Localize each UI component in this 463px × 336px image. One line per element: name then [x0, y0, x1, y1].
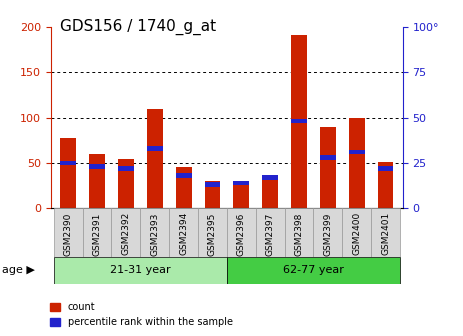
Bar [349, 150, 364, 154]
Text: 62-77 year: 62-77 year [283, 265, 344, 276]
Bar [89, 164, 105, 169]
Text: GSM2390: GSM2390 [64, 212, 73, 256]
Legend: count, percentile rank within the sample: count, percentile rank within the sample [46, 298, 237, 331]
Text: age ▶: age ▶ [2, 265, 35, 276]
Text: GSM2399: GSM2399 [323, 212, 332, 256]
Bar [377, 166, 394, 171]
Bar [118, 159, 134, 208]
Text: GDS156 / 1740_g_at: GDS156 / 1740_g_at [60, 18, 216, 35]
Bar [342, 208, 371, 257]
Bar [349, 118, 364, 208]
Text: GSM2397: GSM2397 [266, 212, 275, 256]
Bar [291, 119, 307, 124]
Bar [377, 162, 394, 208]
Bar [140, 208, 169, 257]
Bar [54, 208, 83, 257]
Text: GSM2392: GSM2392 [121, 212, 131, 255]
Bar [313, 208, 342, 257]
Bar [147, 109, 163, 208]
Text: GSM2398: GSM2398 [294, 212, 303, 256]
Bar [89, 154, 105, 208]
Bar [175, 173, 192, 178]
Text: GSM2401: GSM2401 [381, 212, 390, 255]
Bar [54, 257, 227, 284]
Bar [227, 257, 400, 284]
Bar [118, 166, 134, 171]
Bar [147, 146, 163, 151]
Bar [256, 208, 285, 257]
Bar [371, 208, 400, 257]
Text: GSM2400: GSM2400 [352, 212, 361, 255]
Bar [291, 35, 307, 208]
Bar [233, 181, 249, 185]
Text: 21-31 year: 21-31 year [110, 265, 171, 276]
Bar [285, 208, 313, 257]
Bar [112, 208, 140, 257]
Bar [205, 181, 220, 208]
Bar [233, 181, 249, 208]
Bar [205, 182, 220, 187]
Bar [262, 175, 278, 180]
Text: GSM2395: GSM2395 [208, 212, 217, 256]
Bar [175, 167, 192, 208]
Text: GSM2391: GSM2391 [93, 212, 101, 256]
Text: GSM2394: GSM2394 [179, 212, 188, 255]
Text: GSM2396: GSM2396 [237, 212, 246, 256]
Bar [320, 155, 336, 160]
Text: GSM2393: GSM2393 [150, 212, 159, 256]
Bar [83, 208, 112, 257]
Bar [60, 161, 76, 165]
Bar [227, 208, 256, 257]
Bar [198, 208, 227, 257]
Bar [60, 137, 76, 208]
Bar [262, 177, 278, 208]
Bar [169, 208, 198, 257]
Bar [320, 127, 336, 208]
